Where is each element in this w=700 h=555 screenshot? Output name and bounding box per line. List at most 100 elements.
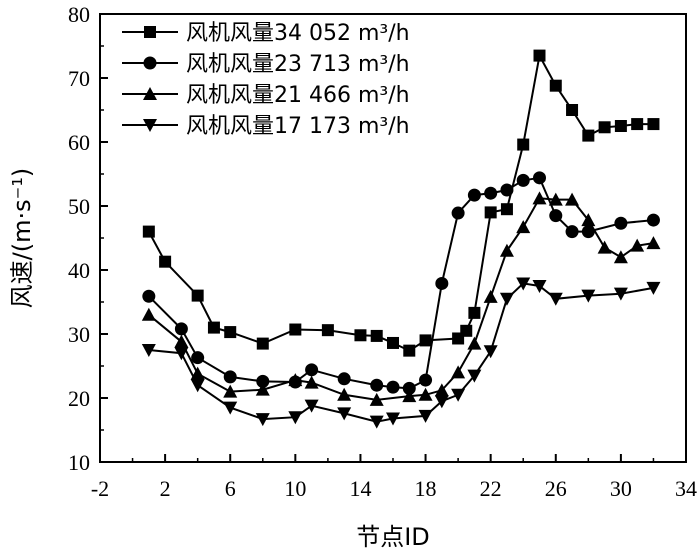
data-point (174, 322, 188, 336)
data-point (565, 192, 580, 206)
series-line (148, 282, 654, 423)
data-point (516, 220, 531, 234)
x-tick-label: 26 (545, 476, 567, 501)
data-point (370, 378, 384, 392)
data-point (223, 370, 237, 384)
series-square (142, 49, 660, 357)
data-point (581, 225, 595, 239)
series-line (148, 176, 654, 390)
data-point (141, 307, 156, 321)
x-tick-label: 14 (349, 476, 371, 501)
x-tick-label: 22 (480, 476, 502, 501)
legend-item: 风机风量21 466 m³/h (122, 83, 410, 108)
legend-label: 风机风量17 173 m³/h (186, 114, 410, 139)
data-point (434, 395, 449, 409)
series-triangle-up (141, 191, 661, 406)
data-point (516, 173, 530, 187)
data-point (516, 277, 531, 291)
data-point (288, 411, 303, 425)
y-axis-label: 风速/(m·s⁻¹) (8, 168, 36, 309)
data-point (646, 213, 660, 227)
data-point (646, 236, 661, 250)
x-tick-label: -2 (91, 476, 109, 501)
data-point (647, 118, 660, 131)
data-point (207, 321, 220, 334)
data-point (548, 192, 563, 206)
data-point (499, 243, 514, 257)
y-tick-label: 10 (68, 450, 90, 475)
data-point (256, 374, 270, 388)
data-point (549, 79, 562, 92)
data-point (224, 326, 237, 339)
y-tick-label: 70 (68, 66, 90, 91)
data-point (451, 365, 466, 379)
y-tick-label: 40 (68, 258, 90, 283)
data-point (566, 104, 579, 116)
data-point (613, 287, 628, 301)
data-point (369, 415, 384, 429)
data-point (370, 329, 383, 342)
data-point (289, 323, 302, 336)
data-point (548, 292, 563, 306)
data-point (174, 334, 189, 348)
data-point (305, 363, 319, 377)
legend-label: 风机风量34 052 m³/h (186, 21, 410, 46)
data-point (630, 238, 645, 252)
data-point (597, 240, 612, 254)
data-point (500, 183, 514, 197)
data-point (255, 382, 270, 396)
x-tick-label: 10 (284, 476, 306, 501)
data-point (614, 120, 627, 132)
y-tick-label: 20 (68, 386, 90, 411)
data-point (533, 171, 546, 185)
data-point (288, 373, 303, 387)
data-point (467, 188, 481, 202)
y-tick-label: 60 (68, 130, 90, 155)
data-point (598, 121, 611, 134)
x-tick-label: 30 (610, 476, 632, 501)
data-point (190, 379, 205, 393)
data-point (419, 373, 433, 387)
legend-marker (144, 26, 156, 38)
y-tick-label: 50 (68, 194, 90, 219)
y-tick-label: 80 (68, 2, 90, 27)
data-point (451, 206, 465, 220)
data-point (191, 289, 204, 302)
data-point (483, 289, 498, 303)
series-layer (141, 49, 661, 429)
data-point (517, 138, 530, 151)
legend-label: 风机风量23 713 m³/h (186, 52, 410, 77)
data-point (532, 280, 547, 293)
series-triangle-down (141, 277, 661, 429)
data-point (435, 276, 449, 290)
data-point (532, 191, 547, 205)
data-point (403, 344, 416, 357)
data-point (142, 225, 155, 238)
data-point (467, 369, 482, 383)
data-point (337, 407, 352, 421)
data-point (434, 383, 449, 397)
series-circle (142, 171, 660, 395)
data-point (581, 213, 596, 227)
data-point (223, 401, 238, 415)
legend-marker (143, 87, 157, 100)
data-point (582, 129, 595, 142)
x-tick-label: 34 (675, 476, 697, 501)
data-point (565, 225, 579, 239)
data-point (549, 209, 563, 223)
x-tick-label: 6 (225, 476, 236, 501)
legend-marker (143, 56, 157, 70)
data-point (467, 336, 482, 350)
data-point (142, 289, 156, 303)
data-point (141, 344, 156, 357)
data-point (159, 255, 172, 268)
data-point (614, 216, 628, 230)
data-point (354, 329, 367, 342)
data-point (304, 375, 319, 389)
data-point (468, 306, 481, 319)
data-point (483, 345, 498, 359)
legend-item: 风机风量23 713 m³/h (122, 52, 410, 77)
data-point (646, 281, 661, 295)
